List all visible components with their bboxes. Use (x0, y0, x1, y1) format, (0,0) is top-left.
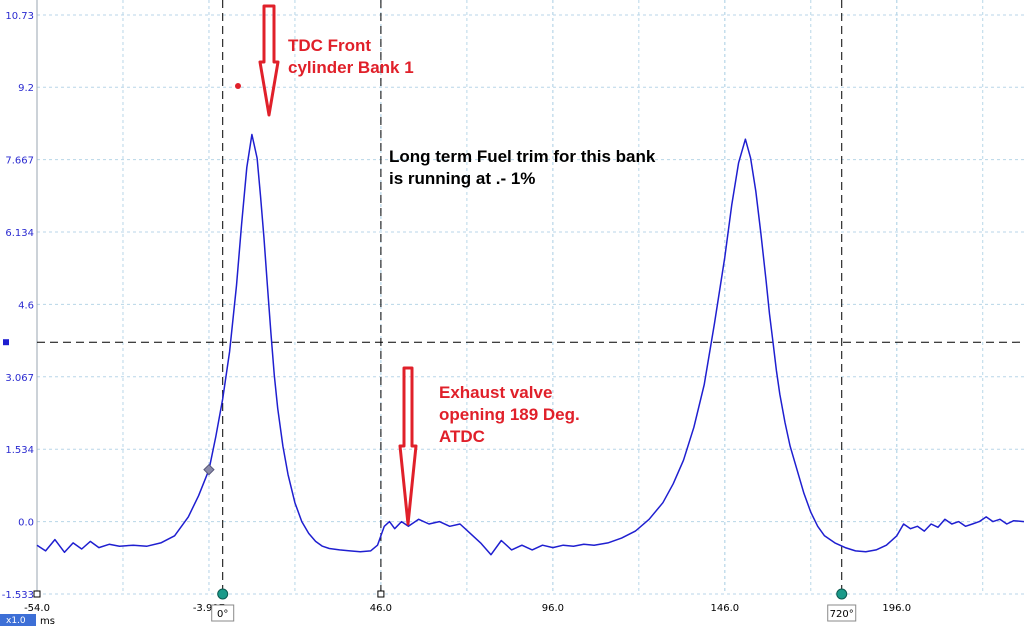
series-group (36, 133, 1024, 556)
exhaust-label-line1: Exhaust valve (439, 383, 552, 402)
cursor-angle-badge[interactable] (211, 604, 235, 622)
cursor-angle-label: 720° (830, 609, 854, 620)
cursor-handle-dot[interactable] (217, 588, 229, 600)
exhaust-label-line2: opening 189 Deg. (439, 405, 580, 424)
y-tick-label: 3.067 (5, 373, 34, 384)
horizontal-cursor-handle[interactable] (3, 339, 9, 346)
y-tick-label: -1.533 (2, 590, 34, 601)
fuel-trim-label-line1: Long term Fuel trim for this bank (389, 147, 656, 166)
x-tick-label: -54.0 (24, 603, 50, 614)
cursor-handle-dot[interactable] (836, 588, 848, 600)
cursor-square-handle[interactable] (33, 590, 41, 598)
exhaust-label-line3: ATDC (439, 427, 485, 446)
red-dot-marker (235, 83, 241, 89)
y-tick-label: 4.6 (18, 300, 34, 311)
y-axis: 10.73 9.2 7.667 6.134 4.6 3.067 1.534 0.0 -1.533 (2, 0, 38, 601)
cursors[interactable] (3, 0, 1024, 594)
y-tick-label: 10.73 (5, 11, 34, 22)
cursor-badges[interactable]: 0° 720° (211, 604, 857, 622)
x-axis: -54.0 -3.997 46.0 96.0 146.0 196.0 (24, 603, 911, 614)
tdc-label-line1: TDC Front (288, 36, 371, 55)
x-tick-label: -3.997 (193, 603, 225, 614)
cursor-angle-label: 0° (217, 609, 228, 620)
orange-diamond-marker (203, 463, 215, 476)
y-tick-label: 6.134 (5, 228, 34, 239)
exhaust-arrow (398, 366, 418, 526)
x-tick-label: 96.0 (542, 603, 564, 614)
x-tick-label: 196.0 (882, 603, 911, 614)
zoom-label: x1.0 (6, 616, 26, 626)
cursor-angle-badge[interactable] (827, 604, 857, 622)
waveform-series (36, 133, 1024, 556)
tdc-label-line2: cylinder Bank 1 (288, 58, 414, 77)
y-tick-label: 0.0 (18, 518, 34, 529)
fuel-trim-label-line2: is running at .- 1% (389, 169, 535, 188)
markers (33, 463, 848, 600)
zoom-badge[interactable] (0, 614, 36, 626)
y-tick-label: 1.534 (5, 445, 34, 456)
cursor-square-handle[interactable] (377, 590, 385, 598)
x-unit-label: ms (40, 616, 55, 627)
tdc-arrow (258, 4, 280, 117)
x-tick-label: 146.0 (710, 603, 739, 614)
x-tick-label: 46.0 (370, 603, 392, 614)
y-tick-label: 9.2 (18, 83, 34, 94)
y-tick-label: 7.667 (5, 156, 34, 167)
